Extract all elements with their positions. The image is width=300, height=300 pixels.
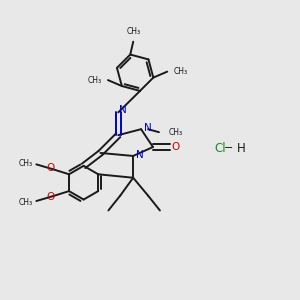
Text: O: O xyxy=(46,192,54,202)
Text: CH₃: CH₃ xyxy=(126,27,140,36)
Text: CH₃: CH₃ xyxy=(88,76,102,85)
Text: CH₃: CH₃ xyxy=(18,197,32,206)
Text: O: O xyxy=(46,163,54,173)
Text: CH₃: CH₃ xyxy=(169,128,183,137)
Text: N: N xyxy=(144,123,152,133)
Text: −: − xyxy=(224,143,233,153)
Text: O: O xyxy=(172,142,180,152)
Text: Cl: Cl xyxy=(214,142,226,154)
Text: N: N xyxy=(119,105,127,116)
Text: H: H xyxy=(237,142,246,154)
Text: CH₃: CH₃ xyxy=(18,159,32,168)
Text: CH₃: CH₃ xyxy=(173,67,187,76)
Text: N: N xyxy=(136,150,144,160)
